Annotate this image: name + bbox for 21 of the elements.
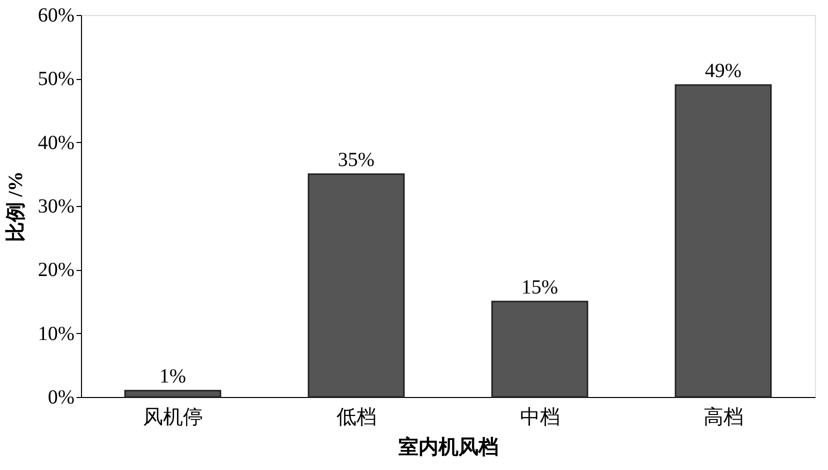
- bar: [674, 84, 772, 398]
- data-label: 35%: [338, 149, 375, 172]
- bar: [124, 390, 222, 398]
- x-tick-label: 低档: [336, 406, 376, 428]
- y-tick-label: 60%: [38, 4, 74, 26]
- x-tick-label: 风机停: [142, 406, 203, 428]
- y-axis-title: 比例 /%: [4, 171, 27, 242]
- data-label: 1%: [159, 366, 186, 388]
- bar: [491, 300, 588, 398]
- y-tick-label: 10%: [38, 322, 74, 345]
- data-label: 49%: [704, 60, 742, 82]
- x-axis-title: 室内机风档: [398, 436, 498, 458]
- y-tick-label: 50%: [38, 68, 74, 90]
- y-tick-label: 40%: [38, 132, 74, 154]
- bar: [308, 173, 405, 398]
- x-tick-label: 高档: [703, 406, 744, 428]
- y-tick-label: 0%: [48, 386, 74, 408]
- data-label: 15%: [521, 276, 558, 298]
- x-tick-label: 中档: [520, 406, 560, 428]
- y-tick-label: 30%: [38, 196, 74, 218]
- y-tick-label: 20%: [38, 259, 74, 282]
